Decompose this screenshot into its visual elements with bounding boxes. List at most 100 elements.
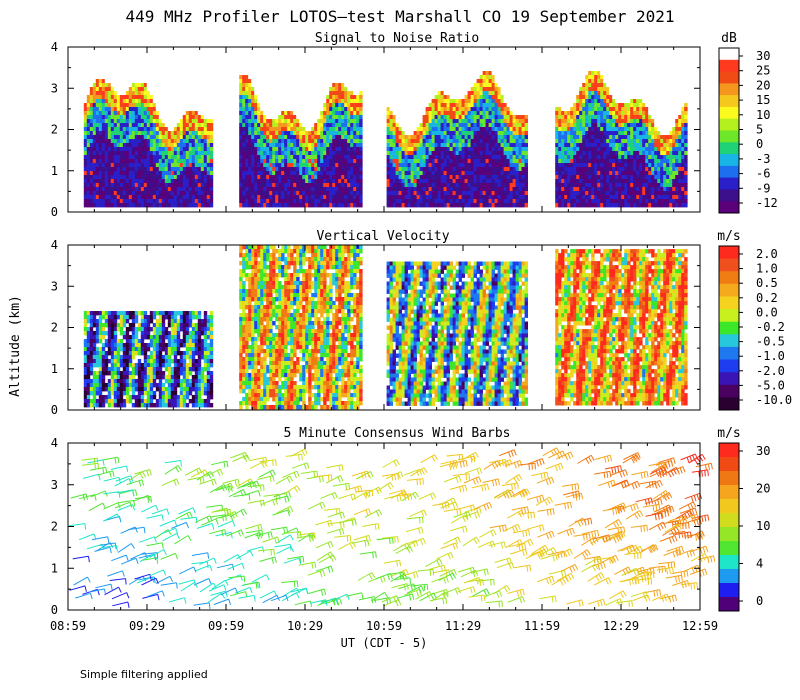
snr-cell [353,95,357,100]
snr-cell [500,171,504,176]
snr-cell [116,195,121,200]
snr-cell [482,167,486,172]
snr-cell [122,135,127,140]
snr-cell [407,67,411,72]
snr-cell [173,115,178,120]
snr-cell [209,147,214,152]
snr-cell [410,143,414,148]
snr-cell [182,175,187,180]
snr-cell [335,183,339,188]
snr-cell [89,127,94,132]
snr-cell [275,203,279,208]
snr-cell [170,83,175,88]
snr-cell [260,59,264,64]
snr-cell [287,111,291,116]
snr-cell [305,195,309,200]
snr-cell [161,67,166,72]
snr-cell [257,199,261,204]
snr-cell [278,79,282,84]
snr-cell [443,119,447,124]
snr-cell [296,191,300,196]
snr-cell [287,103,291,108]
snr-cell [344,191,348,196]
snr-cell [122,199,127,204]
snr-cell [422,59,426,64]
snr-cell [446,159,450,164]
snr-cell [182,131,187,136]
snr-cell [308,175,312,180]
snr-cell [461,175,465,180]
snr-cell [290,55,294,60]
snr-cell [446,195,450,200]
snr-cell [95,71,100,76]
snr-cell [482,47,486,52]
snr-cell [137,131,142,136]
snr-cell [491,179,495,184]
snr-cell [473,79,477,84]
snr-cell [95,127,100,132]
snr-cell [464,83,468,88]
snr-cell [173,159,178,164]
snr-cell [239,131,243,136]
snr-cell [86,91,91,96]
snr-cell [176,75,181,80]
snr-cell [458,195,462,200]
snr-cell [323,183,327,188]
snr-cell [314,79,318,84]
snr-cell [425,175,429,180]
snr-cell [476,55,480,60]
snr-cell [446,95,450,100]
snr-cell [359,167,363,172]
snr-cell [440,195,444,200]
snr-cell [89,163,94,168]
snr-cell [296,47,300,52]
snr-cell [314,183,318,188]
snr-cell [467,187,471,192]
snr-cell [335,115,339,120]
snr-cell [335,123,339,128]
snr-cell [392,179,396,184]
snr-cell [128,99,133,104]
snr-cell [128,111,133,116]
snr-cell [395,155,399,160]
snr-cell [116,147,121,152]
snr-cell [269,99,273,104]
snr-cell [86,127,91,132]
snr-cell [107,47,112,52]
snr-cell [467,191,471,196]
snr-cell [131,199,136,204]
snr-cell [503,179,507,184]
snr-cell [443,67,447,72]
snr-cell [329,139,333,144]
snr-cell [83,63,88,68]
snr-cell [155,75,160,80]
snr-cell [104,119,109,124]
snr-cell [146,135,151,140]
snr-cell [482,135,486,140]
snr-cell [329,171,333,176]
snr-cell [479,155,483,160]
snr-cell [281,51,285,56]
snr-cell [86,203,91,208]
snr-cell [266,167,270,172]
snr-cell [407,59,411,64]
snr-cell [428,187,432,192]
snr-cell [191,83,196,88]
snr-cell [293,71,297,76]
snr-cell [254,167,258,172]
snr-cell [194,203,199,208]
snr-cell [146,123,151,128]
snr-cell [122,111,127,116]
snr-cell [275,131,279,136]
snr-cell [302,103,306,108]
snr-cell [404,183,408,188]
snr-cell [434,103,438,108]
snr-cell [131,195,136,200]
snr-cell [275,111,279,116]
snr-cell [113,111,118,116]
snr-cell [248,163,252,168]
snr-cell [323,99,327,104]
snr-cell [131,171,136,176]
snr-cell [197,139,202,144]
snr-cell [263,147,267,152]
